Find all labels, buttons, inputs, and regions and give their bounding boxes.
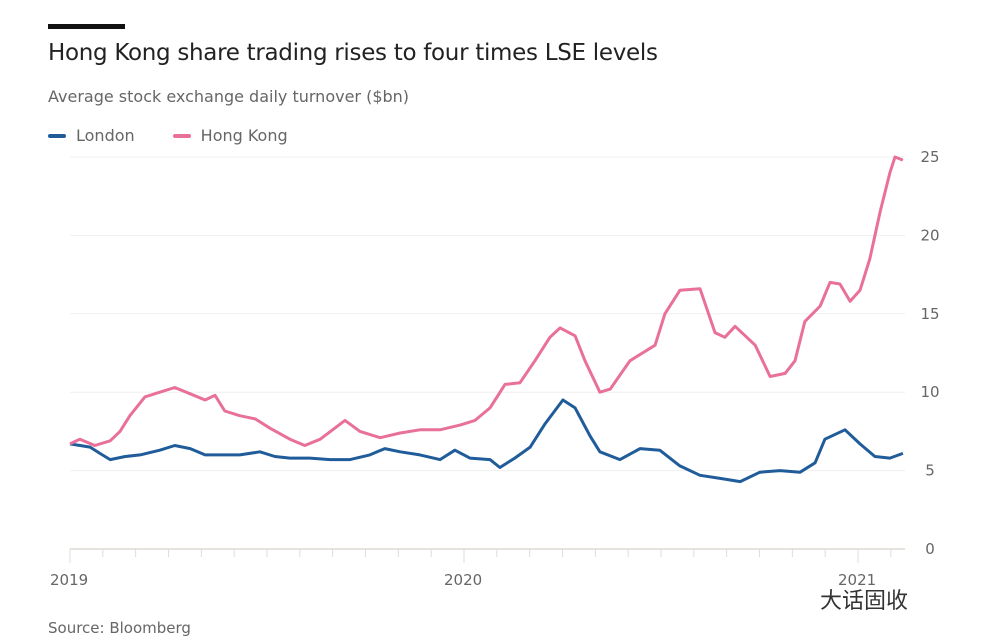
x-tick-label: 2019 [50,571,88,589]
y-tick-label: 10 [920,383,939,401]
chart-title: Hong Kong share trading rises to four ti… [48,40,658,66]
y-tick-label: 5 [925,462,935,480]
title-accent-bar [48,24,125,29]
x-tick-label: 2021 [838,571,876,589]
legend-swatch-london [48,133,66,138]
legend-swatch-hong-kong [172,133,191,138]
legend: London Hong Kong [48,126,288,145]
legend-label: London [76,126,135,145]
legend-label: Hong Kong [200,126,288,145]
legend-item-hong-kong: Hong Kong [172,126,288,145]
watermark: 大话固收 [820,589,909,614]
series-line-hong-kong [69,155,904,447]
series-line-london [69,398,904,484]
y-tick-label: 25 [920,148,939,166]
source-note: Source: Bloomberg [48,619,191,637]
chart-subtitle: Average stock exchange daily turnover ($… [48,87,410,106]
x-tick-label: 2020 [444,571,482,589]
legend-item-london: London [48,126,135,145]
y-tick-label: 15 [920,305,939,323]
y-tick-label: 0 [925,540,935,558]
y-tick-label: 20 [920,226,939,244]
